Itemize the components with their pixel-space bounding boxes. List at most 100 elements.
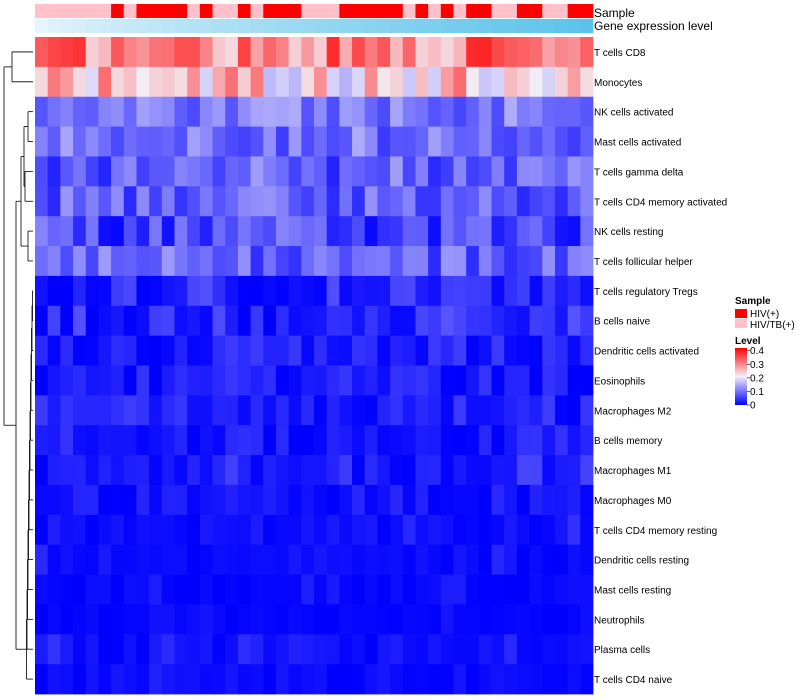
legend-level-colorbar <box>735 348 747 405</box>
heatmap-cell <box>98 305 112 337</box>
heatmap-cell <box>47 156 61 187</box>
gene-expression-annotation-cell <box>35 19 49 33</box>
heatmap-cell <box>326 126 340 157</box>
heatmap-cell <box>136 186 150 217</box>
sample-annotation-cell <box>567 4 581 18</box>
heatmap-cell <box>377 186 391 217</box>
heatmap-cell <box>98 216 112 247</box>
heatmap-cell <box>339 664 353 695</box>
heatmap-cell <box>187 275 201 307</box>
heatmap-cell <box>428 544 442 575</box>
heatmap-cell <box>301 37 315 68</box>
heatmap-cell <box>466 275 480 307</box>
heatmap-cell <box>275 514 290 546</box>
heatmap-cell <box>250 216 264 247</box>
heatmap-cell <box>149 574 163 605</box>
heatmap-cell <box>428 305 442 337</box>
heatmap-cell <box>60 66 74 98</box>
heatmap-cell <box>491 246 505 277</box>
heatmap-cell <box>288 604 302 635</box>
heatmap-cell <box>35 604 49 635</box>
heatmap-cell <box>199 634 213 665</box>
heatmap-cell <box>73 484 87 516</box>
heatmap-cell <box>504 574 518 605</box>
gene-expression-annotation-cell <box>288 19 302 33</box>
heatmap-cell <box>516 246 530 277</box>
heatmap-cell <box>314 604 328 635</box>
heatmap-cell <box>542 216 556 247</box>
heatmap-cell <box>98 365 112 396</box>
heatmap-cell <box>237 514 251 546</box>
heatmap-cell <box>275 216 290 247</box>
heatmap-cell <box>111 126 125 157</box>
heatmap-cell <box>98 335 112 366</box>
heatmap-cell <box>212 126 226 157</box>
heatmap-cell <box>263 96 277 127</box>
heatmap-cell <box>237 455 251 486</box>
heatmap-cell <box>466 126 480 157</box>
heatmap-cell <box>149 66 163 98</box>
heatmap-cell <box>149 455 163 486</box>
heatmap-cell <box>440 664 454 695</box>
sample-annotation-cell <box>478 4 492 18</box>
heatmap-cell <box>161 395 175 426</box>
heatmap-cell <box>326 96 340 127</box>
heatmap-cell <box>440 305 454 337</box>
heatmap-cell <box>364 514 378 546</box>
heatmap-cell <box>199 186 213 217</box>
heatmap-cell <box>542 66 556 98</box>
heatmap-cell <box>326 365 340 396</box>
heatmap-cell <box>542 574 556 605</box>
heatmap-cell <box>35 186 49 217</box>
heatmap-cell <box>199 96 213 127</box>
heatmap-cell <box>580 664 594 695</box>
heatmap-cell <box>288 186 302 217</box>
heatmap-cell <box>516 664 530 695</box>
heatmap-cell <box>580 484 594 516</box>
heatmap-cell <box>314 365 328 396</box>
heatmap-cell <box>352 604 366 635</box>
heatmap-cell <box>85 216 99 247</box>
heatmap-cell <box>554 455 569 486</box>
heatmap-cell <box>491 305 505 337</box>
heatmap-cell <box>250 66 264 98</box>
heatmap-cell <box>199 514 213 546</box>
heatmap-cell <box>529 604 543 635</box>
heatmap-cell <box>516 96 530 127</box>
heatmap-cell <box>136 365 150 396</box>
heatmap-cell <box>402 544 416 575</box>
heatmap-cell <box>567 216 581 247</box>
heatmap-cell <box>250 335 264 366</box>
heatmap-cell <box>529 37 543 68</box>
heatmap-cell <box>85 484 99 516</box>
heatmap-cell <box>111 186 125 217</box>
heatmap-cell <box>377 156 391 187</box>
heatmap-cell <box>440 246 454 277</box>
heatmap-cell <box>149 246 163 277</box>
legend-label-hiv-tb: HIV/TB(+) <box>750 320 795 331</box>
heatmap-cell <box>580 455 594 486</box>
heatmap-cell <box>35 96 49 127</box>
heatmap-cell <box>554 425 569 456</box>
heatmap-cell <box>339 425 353 456</box>
heatmap-cell <box>478 365 492 396</box>
heatmap-cell <box>580 66 594 98</box>
heatmap-cell <box>364 305 378 337</box>
sample-annotation-cell <box>326 4 340 18</box>
legend-label-hiv: HIV(+) <box>750 309 779 320</box>
heatmap-cell <box>352 66 366 98</box>
heatmap-cell <box>415 246 429 277</box>
heatmap-cell <box>212 275 226 307</box>
sample-annotation-cell <box>237 4 251 18</box>
gene-expression-annotation-label: Gene expression level <box>594 19 713 33</box>
heatmap-cell <box>478 216 492 247</box>
heatmap-cell <box>60 514 74 546</box>
heatmap-cell <box>35 664 49 695</box>
heatmap-cell <box>402 604 416 635</box>
heatmap-cell <box>123 425 137 456</box>
heatmap-cell <box>554 216 569 247</box>
heatmap-cell <box>199 604 213 635</box>
sample-annotation-cell <box>339 4 353 18</box>
heatmap-cell <box>326 484 340 516</box>
